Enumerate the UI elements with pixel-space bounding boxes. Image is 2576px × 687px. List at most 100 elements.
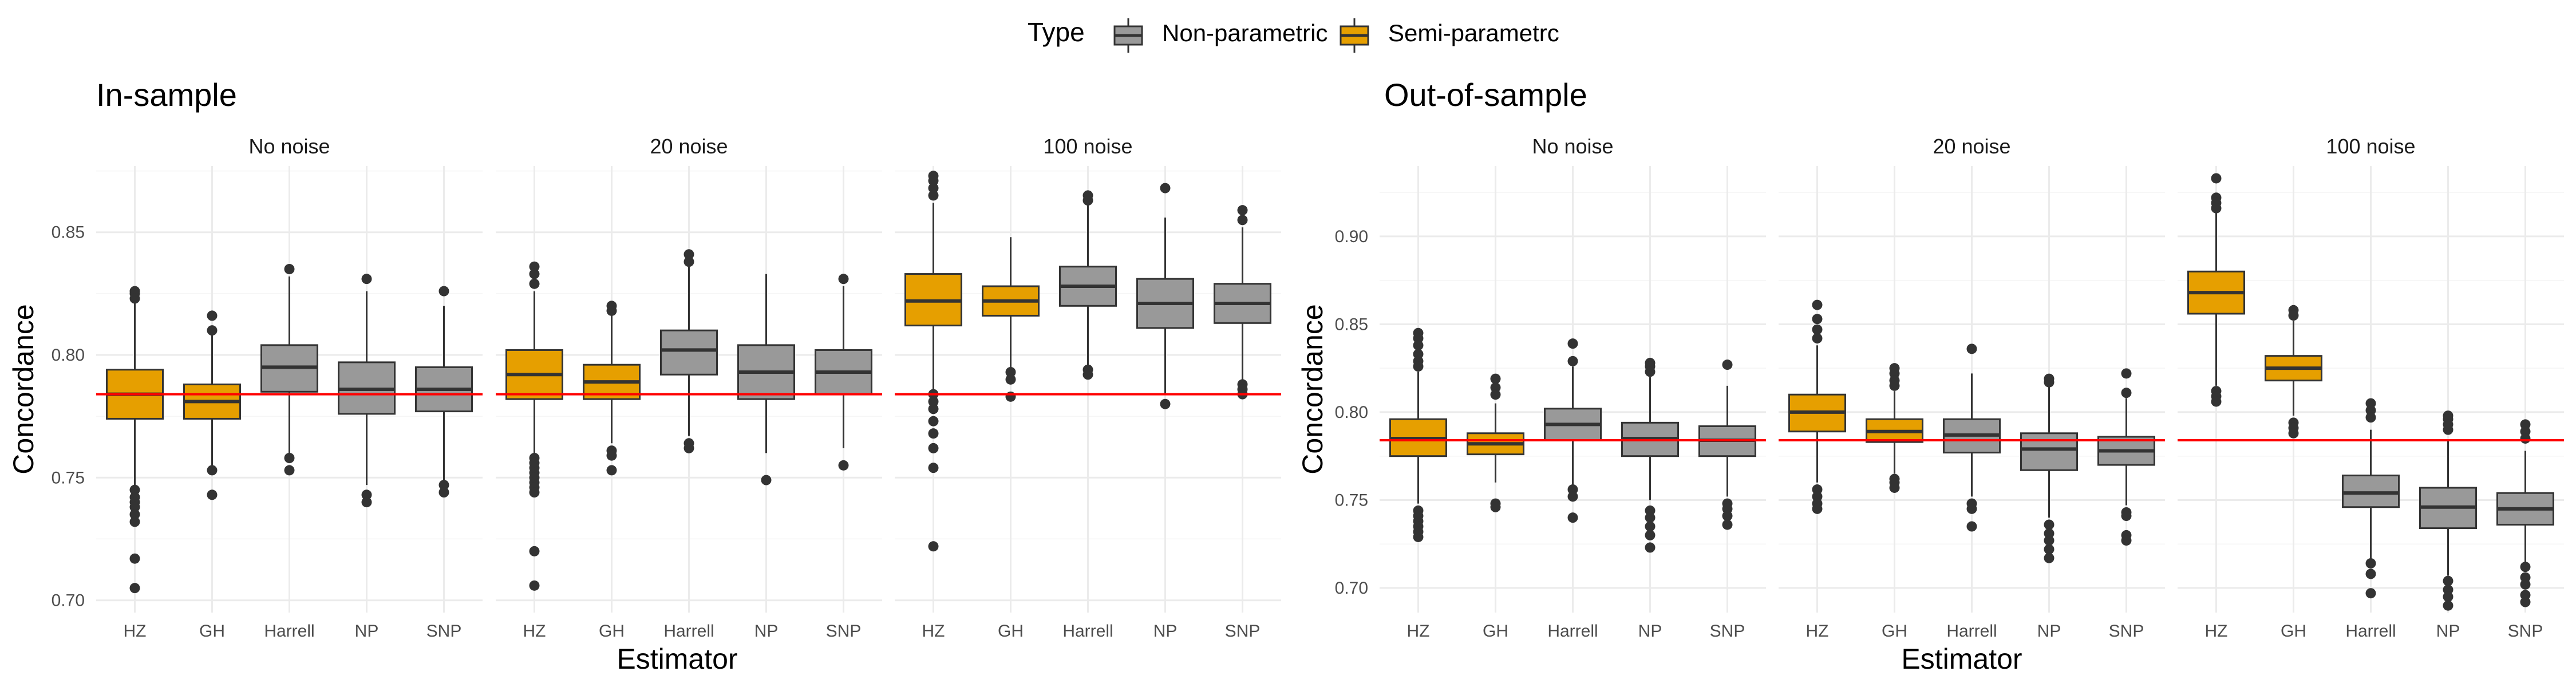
outlier-point bbox=[129, 293, 140, 304]
box-snp bbox=[1214, 205, 1271, 400]
outlier-point bbox=[1645, 366, 1656, 377]
x-tick-label: HZ bbox=[1806, 622, 1829, 641]
y-axis-label: Concordance bbox=[7, 304, 39, 474]
x-tick-label: Harrell bbox=[663, 622, 714, 641]
outlier-point bbox=[438, 286, 449, 297]
x-tick-label: GH bbox=[1882, 622, 1907, 641]
outlier-point bbox=[2121, 535, 2132, 546]
outlier-point bbox=[1005, 367, 1016, 377]
box-np bbox=[1621, 357, 1679, 553]
x-tick-label: SNP bbox=[2109, 622, 2144, 641]
box-gh bbox=[183, 310, 241, 500]
outlier-point bbox=[529, 580, 540, 591]
box-hz bbox=[1389, 327, 1447, 542]
x-tick-label: HZ bbox=[124, 622, 147, 641]
outlier-point bbox=[207, 310, 218, 321]
outlier-point bbox=[1812, 314, 1823, 325]
outlier-point bbox=[1567, 491, 1578, 502]
box-hz bbox=[2187, 173, 2245, 407]
legend-key-non-parametric bbox=[1113, 18, 1143, 53]
outlier-point bbox=[361, 497, 372, 508]
box-gh bbox=[1866, 363, 1923, 493]
x-tick-label: GH bbox=[998, 622, 1024, 641]
box-snp bbox=[2496, 419, 2554, 607]
y-tick-label: 0.85 bbox=[1335, 315, 1368, 334]
outlier-point bbox=[1645, 530, 1656, 540]
outlier-point bbox=[529, 546, 540, 556]
box-iqr bbox=[2020, 432, 2078, 471]
outlier-point bbox=[1645, 521, 1656, 532]
outlier-point bbox=[1160, 183, 1171, 194]
x-tick-label: GH bbox=[599, 622, 625, 641]
outlier-point bbox=[838, 274, 849, 285]
x-tick-label: Harrell bbox=[1946, 622, 1997, 641]
facet-no-noise: No noise HZ GH Harrell NP SNP bbox=[96, 135, 483, 641]
box-hz bbox=[1788, 299, 1846, 514]
outlier-point bbox=[1490, 502, 1501, 512]
y-tick-label: 0.75 bbox=[52, 468, 85, 487]
outlier-point bbox=[2520, 433, 2531, 444]
x-tick-label: NP bbox=[1638, 622, 1662, 641]
outlier-point bbox=[2288, 428, 2299, 439]
outlier-point bbox=[2211, 173, 2222, 184]
outlier-point bbox=[838, 460, 849, 471]
outlier-point bbox=[1889, 482, 1900, 493]
y-tick-label: 0.75 bbox=[1335, 491, 1368, 510]
outlier-point bbox=[2365, 412, 2376, 423]
x-tick-label: Harrell bbox=[264, 622, 314, 641]
box-np bbox=[1136, 183, 1194, 409]
outlier-point bbox=[529, 487, 540, 498]
outlier-point bbox=[1413, 361, 1424, 372]
outlier-point bbox=[928, 416, 939, 427]
outlier-point bbox=[129, 516, 140, 527]
legend-label-non-parametric: Non-parametric bbox=[1162, 19, 1327, 46]
outlier-point bbox=[284, 465, 295, 476]
x-tick-label: NP bbox=[1153, 622, 1178, 641]
outlier-point bbox=[1005, 374, 1016, 385]
outlier-point bbox=[2044, 519, 2055, 530]
out-of-sample-title: Out-of-sample bbox=[1384, 77, 1587, 113]
x-tick-label: HZ bbox=[2205, 622, 2228, 641]
x-tick-label: SNP bbox=[2508, 622, 2543, 641]
outlier-point bbox=[928, 404, 939, 414]
y-tick-label: 0.85 bbox=[52, 223, 85, 242]
outlier-point bbox=[284, 453, 295, 463]
facet-strip-label: No noise bbox=[248, 135, 330, 158]
outlier-point bbox=[1413, 531, 1424, 542]
box-gh bbox=[2265, 305, 2322, 439]
outlier-point bbox=[928, 443, 939, 453]
outlier-point bbox=[129, 583, 140, 594]
outlier-point bbox=[1413, 340, 1424, 351]
x-tick-label: Harrell bbox=[2345, 622, 2396, 641]
legend-label-semi-parametric: Semi-parametrc bbox=[1388, 19, 1559, 46]
box-hz bbox=[505, 261, 563, 591]
outlier-point bbox=[2365, 558, 2376, 569]
box-harrell bbox=[2342, 398, 2400, 599]
outlier-point bbox=[207, 325, 218, 336]
outlier-point bbox=[761, 475, 772, 485]
in-sample-plot: In-sample Concordance Estimator 0.70 0.75 0.8… bbox=[7, 77, 1281, 675]
outlier-point bbox=[1005, 391, 1016, 402]
outlier-point bbox=[2443, 424, 2453, 435]
outlier-point bbox=[2520, 579, 2531, 590]
outlier-point bbox=[1645, 512, 1656, 523]
outlier-point bbox=[1160, 398, 1171, 409]
outlier-point bbox=[1722, 511, 1733, 522]
outlier-point bbox=[1966, 344, 1977, 354]
outlier-point bbox=[1237, 205, 1248, 216]
x-tick-label: GH bbox=[199, 622, 225, 641]
box-harrell bbox=[1544, 338, 1602, 523]
outlier-point bbox=[2211, 396, 2222, 407]
outlier-point bbox=[129, 509, 140, 520]
facet-strip-label: 20 noise bbox=[1933, 135, 2010, 158]
y-tick-label: 0.70 bbox=[52, 591, 85, 610]
facet-strip-label: 100 noise bbox=[1043, 135, 1132, 158]
outlier-point bbox=[438, 480, 449, 491]
outlier-point bbox=[606, 465, 617, 476]
outlier-point bbox=[928, 175, 939, 186]
box-iqr bbox=[660, 329, 718, 376]
x-tick-label: SNP bbox=[826, 622, 862, 641]
in-sample-title: In-sample bbox=[96, 77, 237, 113]
legend-key-semi-parametric bbox=[1340, 18, 1369, 53]
outlier-point bbox=[2443, 591, 2453, 602]
